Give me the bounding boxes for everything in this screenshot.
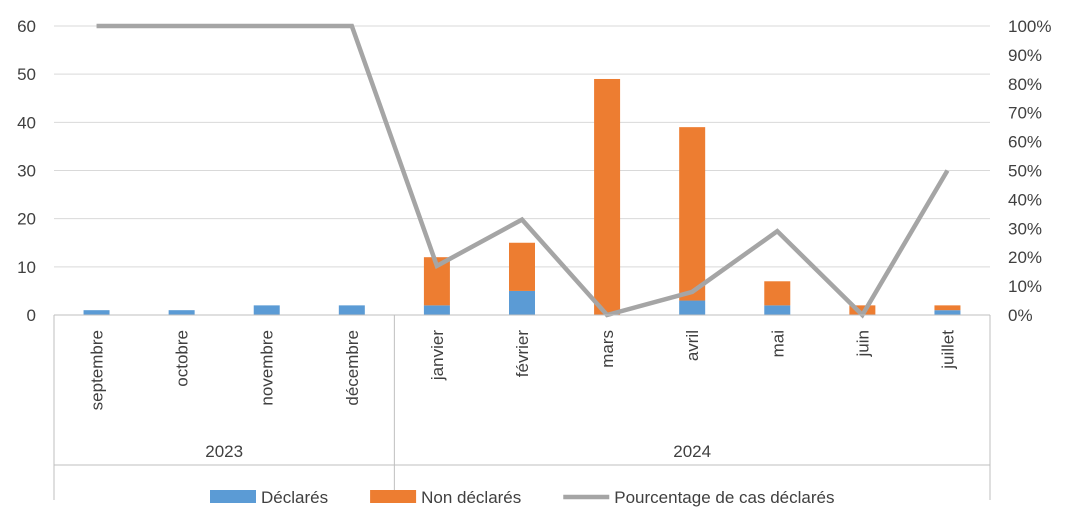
category-label: février — [513, 330, 532, 378]
category-label: novembre — [258, 330, 277, 406]
category-label: décembre — [343, 330, 362, 406]
y-right-tick-label: 0% — [1008, 306, 1033, 325]
y-right-tick-label: 30% — [1008, 219, 1042, 238]
bar-non-declares — [509, 242, 535, 291]
y-right-tick-label: 60% — [1008, 133, 1042, 152]
y-right-tick-label: 50% — [1008, 162, 1042, 181]
y-left-tick-label: 60 — [17, 17, 36, 36]
category-label: mai — [768, 330, 787, 357]
y-right-tick-label: 40% — [1008, 190, 1042, 209]
y-right-tick-label: 70% — [1008, 104, 1042, 123]
legend-swatch — [210, 490, 256, 503]
legend-label: Déclarés — [261, 488, 328, 507]
bar-declares — [764, 305, 791, 315]
category-label: septembre — [88, 330, 107, 410]
y-left-tick-label: 10 — [17, 258, 36, 277]
bar-non-declares — [849, 305, 876, 315]
y-right-tick-label: 10% — [1008, 277, 1042, 296]
category-label: octobre — [173, 330, 192, 387]
bar-non-declares — [934, 305, 961, 311]
y-left-tick-label: 50 — [17, 65, 36, 84]
y-left-tick-label: 30 — [17, 162, 36, 181]
bar-declares — [83, 310, 110, 315]
y-right-tick-label: 90% — [1008, 46, 1042, 65]
y-left-tick-label: 0 — [27, 306, 36, 325]
gridlines — [54, 25, 990, 268]
bar-declares — [338, 305, 365, 315]
bar-non-declares — [594, 78, 621, 315]
bar-declares — [934, 310, 961, 315]
legend-label: Pourcentage de cas déclarés — [614, 488, 834, 507]
y-right-tick-label: 100% — [1008, 17, 1051, 36]
bar-non-declares — [679, 127, 706, 301]
category-label: juin — [853, 330, 872, 357]
group-label: 2024 — [673, 442, 711, 461]
y-right-tick-label: 80% — [1008, 75, 1042, 94]
y-left-tick-label: 20 — [17, 210, 36, 229]
legend-label: Non déclarés — [421, 488, 521, 507]
bar-declares — [168, 310, 195, 315]
axes: 0 10 20 30 40 50 60 0% 10% 20% 30% 40% 50% 60% 70% 80% 9… — [17, 17, 1051, 500]
y-left-tick-label: 40 — [17, 113, 36, 132]
bar-declares — [509, 290, 535, 315]
bar-declares — [423, 305, 450, 315]
bar-declares — [253, 305, 280, 315]
y-right-tick-label: 20% — [1008, 248, 1042, 267]
category-label: janvier — [428, 330, 447, 381]
bar-declares — [679, 300, 706, 315]
legend: Déclarés Non déclarés Pourcentage de cas d… — [210, 488, 834, 507]
category-label: juillet — [938, 330, 957, 370]
bars — [83, 78, 961, 315]
category-label: mars — [598, 330, 617, 368]
legend-swatch — [370, 490, 417, 503]
bar-non-declares — [764, 281, 791, 306]
category-label: avril — [683, 330, 702, 361]
group-label: 2023 — [205, 442, 243, 461]
